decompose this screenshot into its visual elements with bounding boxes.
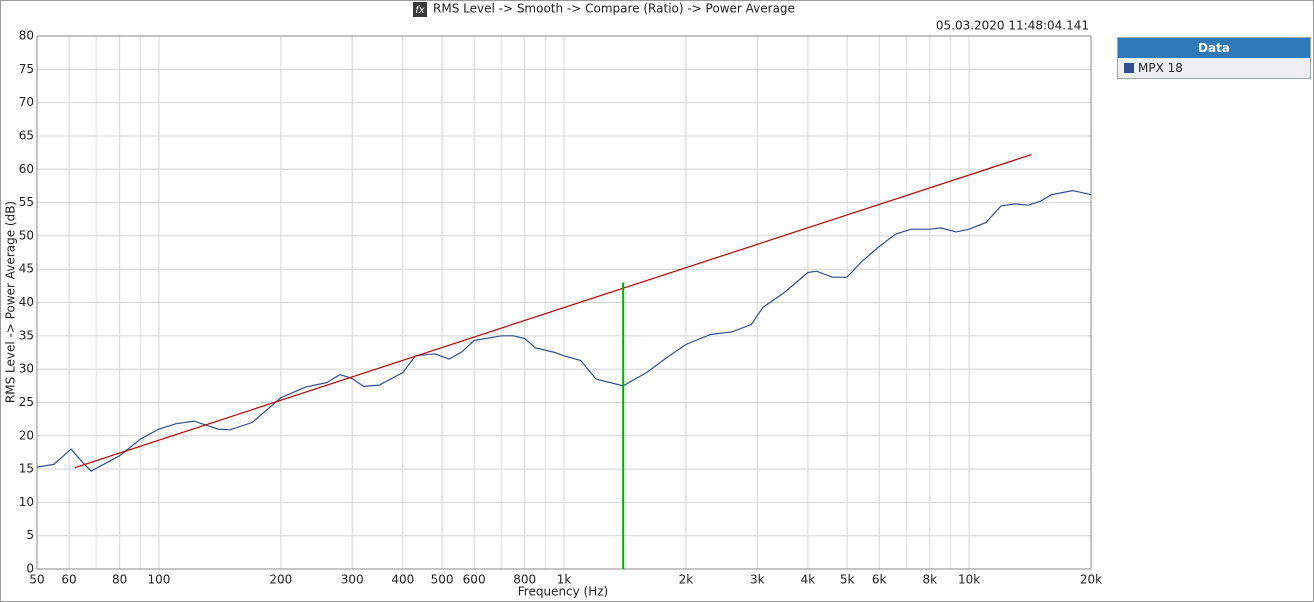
x-tick-label: 50 [29, 573, 44, 587]
y-tick-label: 55 [19, 195, 34, 209]
y-tick-label: 40 [19, 295, 34, 309]
x-tick-label: 3k [750, 573, 765, 587]
x-tick-label: 400 [391, 573, 414, 587]
timestamp: 05.03.2020 11:48:04.141 [936, 19, 1089, 33]
fx-icon: fx [415, 5, 425, 16]
x-tick-label: 8k [923, 573, 938, 587]
legend-entry[interactable]: MPX 18 [1118, 58, 1310, 78]
y-axis-label: RMS Level -> Power Average (dB) [4, 201, 18, 403]
y-tick-label: 70 [19, 95, 34, 109]
y-tick-label: 15 [19, 462, 34, 476]
plot-border [36, 35, 1092, 570]
x-tick-label: 4k [801, 573, 816, 587]
x-axis-label: Frequency (Hz) [518, 585, 609, 599]
legend: Data MPX 18 [1117, 37, 1311, 79]
x-tick-label: 20k [1080, 573, 1102, 587]
x-tick-label: 60 [61, 573, 76, 587]
legend-swatch [1124, 63, 1134, 73]
y-tick-label: 35 [19, 328, 34, 342]
y-tick-label: 25 [19, 395, 34, 409]
y-tick-label: 50 [19, 228, 34, 242]
data-line [74, 154, 1032, 469]
x-tick-label: 200 [269, 573, 292, 587]
data-line [36, 189, 1092, 472]
x-tick-label: 800 [513, 573, 536, 587]
x-tick-label: 6k [872, 573, 887, 587]
x-tick-label: 600 [463, 573, 486, 587]
y-tick-label: 75 [19, 62, 34, 76]
x-tick-label: 2k [679, 573, 694, 587]
x-tick-label: 80 [112, 573, 127, 587]
legend-title: Data [1118, 38, 1310, 58]
y-tick-label: 30 [19, 362, 34, 376]
fx-icon-bg [413, 2, 427, 17]
x-tick-label: 1k [557, 573, 572, 587]
x-tick-label: 10k [958, 573, 980, 587]
y-tick-label: 5 [26, 528, 34, 542]
y-tick-label: 80 [19, 29, 34, 43]
x-tick-label: 100 [147, 573, 170, 587]
y-tick-label: 10 [19, 495, 34, 509]
y-tick-label: 0 [26, 562, 34, 576]
chart-title: RMS Level -> Smooth -> Compare (Ratio) -… [433, 2, 795, 16]
y-tick-label: 60 [19, 162, 34, 176]
legend-label: MPX 18 [1138, 61, 1183, 75]
y-tick-label: 65 [19, 128, 34, 142]
x-tick-label: 500 [431, 573, 454, 587]
x-tick-label: 5k [840, 573, 855, 587]
y-tick-label: 20 [19, 428, 34, 442]
y-tick-label: 45 [19, 262, 34, 276]
x-tick-label: 300 [341, 573, 364, 587]
